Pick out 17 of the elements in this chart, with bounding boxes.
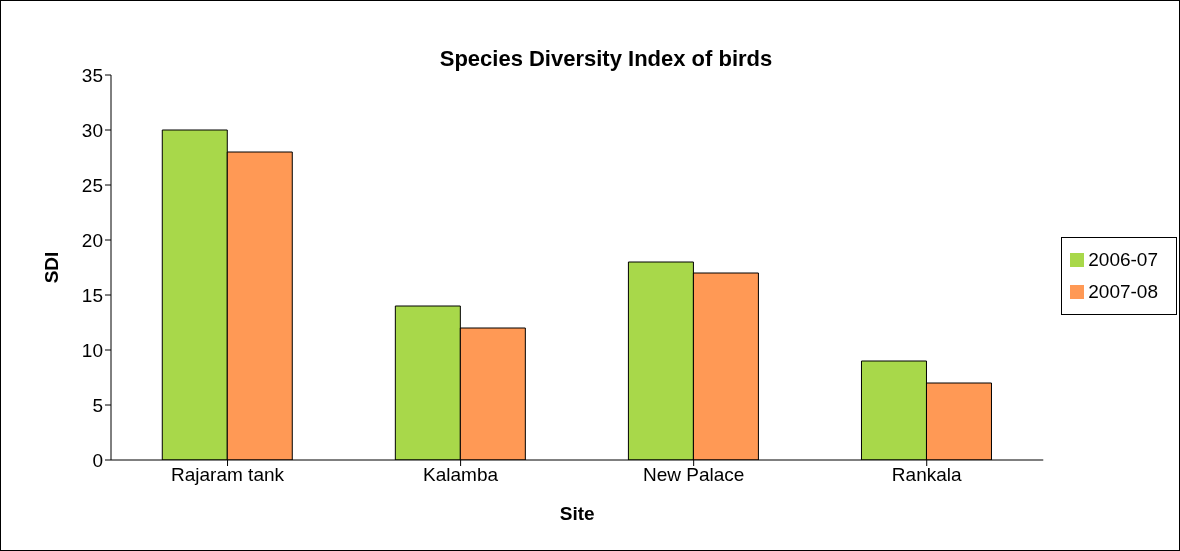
y-tick-label: 0	[92, 449, 103, 471]
y-tick-label: 15	[81, 284, 103, 306]
y-tick-label: 35	[81, 64, 103, 86]
x-tick-label: Rajaram tank	[171, 464, 285, 486]
x-tick-label: Rankala	[891, 464, 963, 486]
y-tick-label: 30	[81, 119, 103, 141]
y-tick-label: 20	[81, 229, 103, 251]
y-tick-label: 25	[81, 174, 103, 196]
x-tick-label: New Palace	[642, 464, 745, 486]
x-tick-label: Kalamba	[423, 464, 499, 486]
legend-label: 2007-08	[1088, 280, 1158, 302]
x-axis-title: Site	[559, 503, 595, 524]
y-tick-label: 5	[92, 394, 103, 416]
legend-label: 2006-07	[1088, 248, 1158, 270]
y-axis-title: SDI	[40, 251, 62, 284]
y-tick-label: 10	[81, 339, 103, 361]
chart-title: Species Diversity Index of birds	[439, 46, 773, 71]
